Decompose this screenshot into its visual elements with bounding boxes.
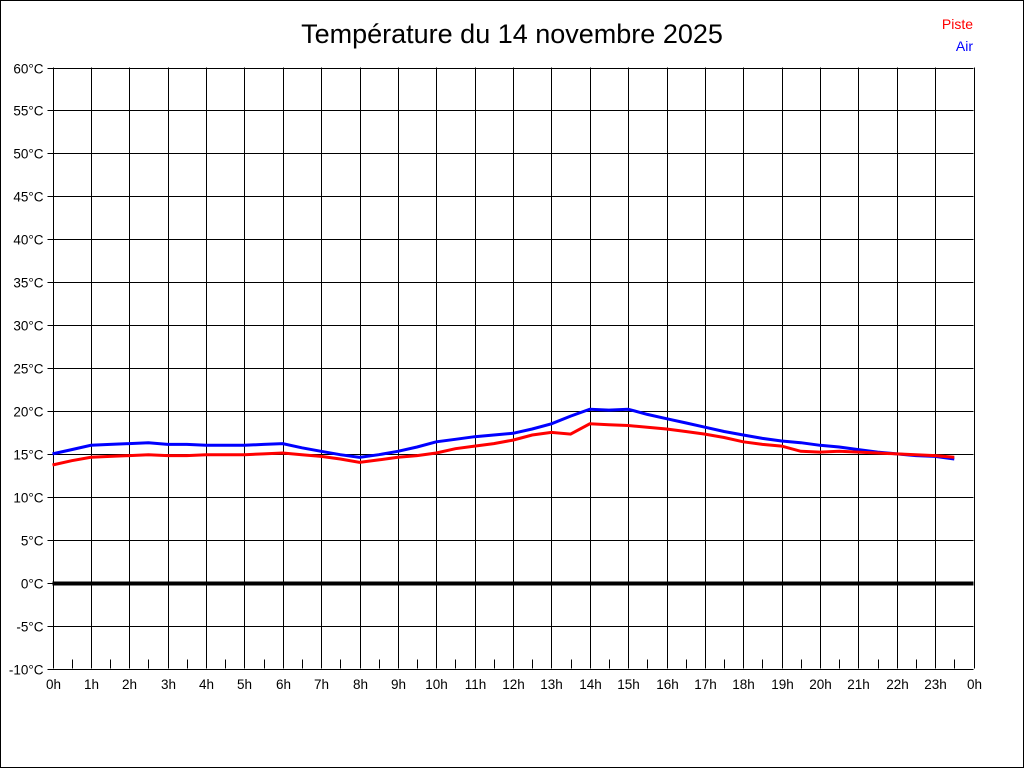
x-tick-label: 8h: [353, 677, 368, 692]
y-tick-label: 20°C: [13, 405, 43, 420]
chart-legend: Piste Air: [942, 13, 973, 57]
x-tick-label: 7h: [314, 677, 329, 692]
x-tick-label: 15h: [617, 677, 640, 692]
y-tick-label: 0°C: [21, 577, 44, 592]
axis-labels: 60°C 55°C 50°C 45°C 40°C 35°C 30°C 25°C 20°C 15°C…: [9, 62, 982, 693]
x-tick-label: 12h: [502, 677, 525, 692]
x-tick-label: 20h: [809, 677, 832, 692]
y-tick-label: 10°C: [13, 491, 43, 506]
x-tick-label: 1h: [84, 677, 99, 692]
x-tick-label: 16h: [656, 677, 679, 692]
y-tick-label: 60°C: [13, 62, 43, 77]
air-line: [52, 407, 955, 461]
x-tick-label: 0h: [967, 677, 982, 692]
chart-title: Température du 14 novembre 2025: [301, 19, 723, 49]
y-tick-label: 45°C: [13, 190, 43, 205]
y-tick-label: 5°C: [21, 534, 44, 549]
x-tick-label: 13h: [540, 677, 563, 692]
x-tick-label: 21h: [847, 677, 870, 692]
y-tick-label: 50°C: [13, 147, 43, 162]
x-tick-label: 0h: [46, 677, 61, 692]
x-tick-label: 4h: [199, 677, 214, 692]
x-tick-label: 9h: [391, 677, 406, 692]
y-tick-label: 30°C: [13, 319, 43, 334]
x-tick-label: 6h: [276, 677, 291, 692]
x-tick-label: 10h: [425, 677, 448, 692]
x-tick-label: 14h: [579, 677, 602, 692]
x-tick-label: 23h: [924, 677, 947, 692]
x-tick-label: 19h: [771, 677, 794, 692]
x-tick-label: 5h: [237, 677, 252, 692]
y-tick-label: -5°C: [16, 620, 43, 635]
y-tick-label: -10°C: [9, 663, 44, 678]
y-tick-label: 35°C: [13, 276, 43, 291]
x-tick-label: 3h: [161, 677, 176, 692]
piste-line: [52, 422, 955, 467]
x-tick-label: 22h: [886, 677, 909, 692]
x-tick-label: 11h: [465, 677, 487, 692]
x-tick-label: 2h: [122, 677, 137, 692]
y-tick-label: 55°C: [13, 104, 43, 119]
grid: [47, 67, 975, 670]
y-tick-label: 25°C: [13, 362, 43, 377]
x-tick-label: 18h: [732, 677, 755, 692]
x-tick-label: 17h: [694, 677, 717, 692]
legend-item-air: Air: [955, 38, 973, 54]
y-tick-label: 40°C: [13, 233, 43, 248]
y-tick-label: 15°C: [13, 448, 43, 463]
legend-item-piste: Piste: [941, 16, 973, 32]
